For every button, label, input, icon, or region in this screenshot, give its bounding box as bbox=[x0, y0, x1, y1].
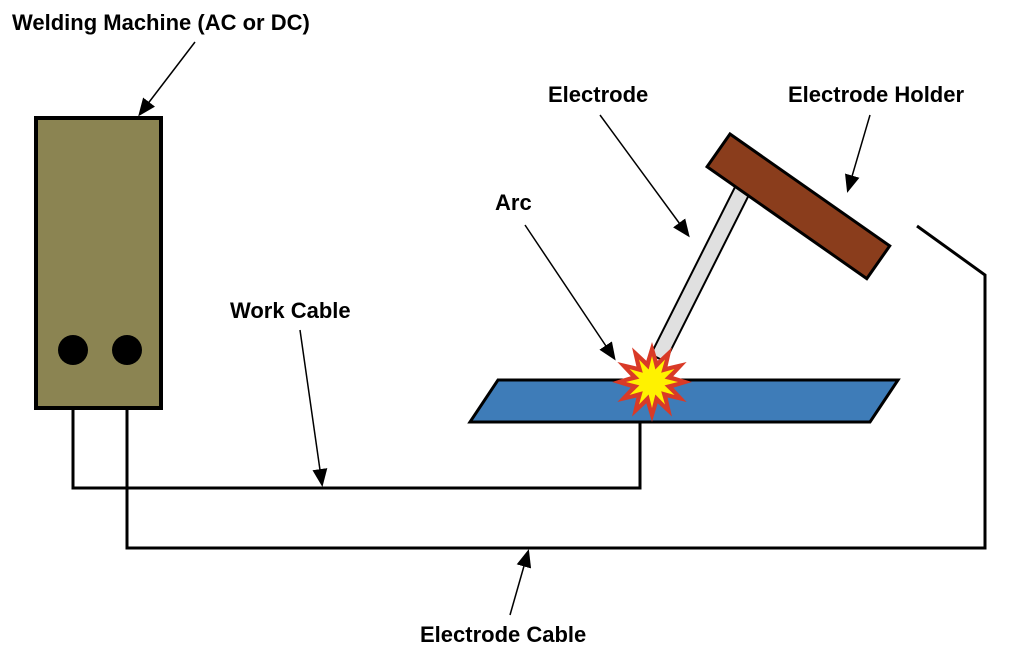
electrode-arrow bbox=[600, 115, 688, 235]
electrode-cable-arrow bbox=[510, 552, 528, 615]
electrode-label: Electrode bbox=[548, 82, 648, 108]
electrode-holder-arrow bbox=[848, 115, 870, 190]
welding-machine-label: Welding Machine (AC or DC) bbox=[12, 10, 310, 36]
electrode-holder-label: Electrode Holder bbox=[788, 82, 964, 108]
arc-label: Arc bbox=[495, 190, 532, 216]
arc-arrow bbox=[525, 225, 614, 358]
electrode bbox=[651, 171, 757, 361]
electrode-cable-label: Electrode Cable bbox=[420, 622, 586, 648]
machine-terminal-1 bbox=[58, 335, 88, 365]
welding-machine-arrow bbox=[140, 42, 195, 114]
work-cable-label: Work Cable bbox=[230, 298, 351, 324]
work-cable-arrow bbox=[300, 330, 322, 484]
machine-terminal-2 bbox=[112, 335, 142, 365]
welding-machine bbox=[36, 118, 161, 408]
